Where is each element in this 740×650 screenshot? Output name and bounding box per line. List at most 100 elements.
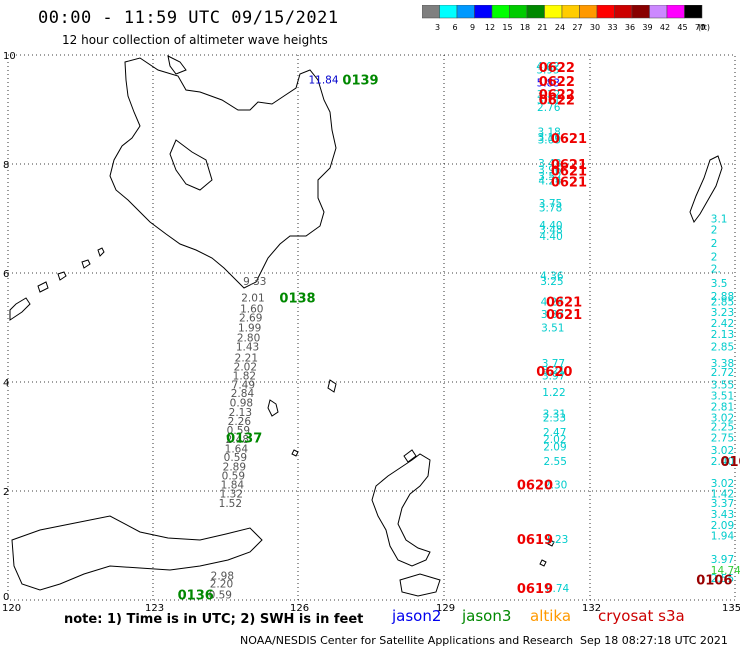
wave-height-value: 2.40 [711,456,734,468]
wave-height-value: 2.48 [226,434,249,446]
lon-tick-120: 120 [2,603,22,614]
wave-height-value: 2.84 [231,388,255,400]
satellite-cryosat: cryosat s3a [598,607,685,625]
lat-tick-2: 2 [3,487,10,498]
wave-height-value: 2. [711,264,721,276]
wave-height-value: 1.22 [542,387,565,399]
lat-tick-0: 0 [3,592,10,603]
colorbar-label: 21 [537,23,547,32]
pass-number-label: 0621 [551,165,587,180]
lon-tick-132: 132 [582,603,602,614]
wave-height-value: 4.02 [536,61,559,73]
wave-height-value: 3.12 [537,89,560,101]
wave-height-value: 2.72 [711,367,734,379]
pass-number-label: 0621 [551,158,587,173]
wave-height-value: 3.78 [539,203,562,215]
wave-height-value: 2.47 [543,427,566,439]
pass-number-label: 0139 [342,74,378,89]
colorbar-label: 30 [590,23,600,32]
colorbar-label: 6 [452,23,457,32]
wave-height-value: 1.82 [233,370,256,382]
wave-height-value: 3.23 [711,307,734,319]
wave-height-value: 3.48 [539,224,562,236]
wave-height-value: 2.75 [711,433,734,445]
palau-coast [689,155,723,224]
colorbar-label: 24 [555,23,565,32]
pass-number-label: 0622 [539,88,575,103]
wave-height-value: 2 [711,238,718,250]
wave-height-value: 3.75 [539,198,562,210]
colorbar-label: 27 [572,23,582,32]
satellite-altika: altika [530,607,572,625]
lat-tick-4: 4 [3,378,10,389]
wave-height-value: 2.42 [711,318,734,330]
wave-height-value: 1.99 [238,323,261,335]
wave-height-value: 4.36 [540,271,564,283]
wave-height-value: 2.85 [711,342,734,354]
colorbar-label: 15 [502,23,512,32]
credit-line: NOAA/NESDIS Center for Satellite Applica… [240,634,574,647]
wave-height-value: 3.1 [711,214,728,226]
pass-number-label: 0621 [546,308,582,323]
wave-height-value: 3.05 [538,134,561,146]
wave-height-value: 2.88 [711,291,734,303]
wave-height-value: 3.96 [538,164,562,176]
wave-height-value: 3.52 [538,171,561,183]
wave-height-value: 2.98 [211,570,234,582]
wave-height-value: 14.74 [711,565,740,577]
wave-height-value: 3.43 [711,509,734,521]
wave-height-value: 2.02 [234,362,257,374]
wave-height-value: 2.80 [237,332,260,344]
wave-height-value: 2.85 [711,296,734,308]
lat-tick-10: 10 [3,51,16,62]
wave-height-value: 0.59 [209,590,232,602]
lat-tick-8: 8 [3,160,10,171]
wave-height-value: 3.18 [537,126,560,138]
pass-number-label: 0136 [178,589,214,604]
wave-height-value: 11.84 [308,75,338,87]
lon-tick-129: 129 [436,603,456,614]
wave-height-value: 2.09 [711,520,734,532]
colorbar-label: 39 [642,23,652,32]
wave-height-value: 1.84 [221,479,245,491]
satellite-jason3: jason3 [462,607,512,625]
colorbar-label: 70 [695,23,705,32]
pass-number-label: 0619 [517,533,553,548]
wave-height-value: 3.51 [711,391,734,403]
wave-height-value: 2.21 [235,352,258,364]
wave-height-value: 0.59 [227,425,250,437]
wave-height-value: 3.37 [541,309,564,321]
wave-height-value: 5.83 [537,77,560,89]
bacan-coast [399,573,441,597]
pass-number-label: 0138 [279,292,315,307]
sangihe-islets [267,379,337,457]
wave-height-value: 2.13 [229,407,252,419]
wave-height-value: 3.77 [542,358,565,370]
wave-height-value: 2.20 [210,579,233,591]
wave-height-value: 2.01 [241,293,264,305]
footer-note: note: 1) Time is in UTC; 2) SWH is in fe… [64,612,364,627]
generated-timestamp: Sep 18 08:27:18 UTC 2021 [580,634,728,647]
lon-tick-135: 135 [722,603,740,614]
wave-height-value: 3.51 [541,323,564,335]
wave-height-value: 1.64 [225,443,249,455]
colorbar-label: 33 [607,23,617,32]
wave-height-value: 1.43 [236,342,259,354]
wave-height-value: 2.69 [239,313,262,325]
wave-height-value: 3.21 [542,365,565,377]
lat-tick-6: 6 [3,269,10,280]
satellite-jason2: jason2 [392,607,442,625]
wave-height-value: 3.95 [536,65,559,77]
pass-number-label: 0620 [536,365,572,380]
wave-height-value: 2 [711,252,718,264]
coastlines [9,55,723,597]
colorbar-label: 12 [485,23,495,32]
wave-height-value: 3.02 [711,445,734,457]
wave-height-value: 2.26 [228,416,252,428]
wave-height-value: 4.40 [539,231,562,243]
wave-height-value: 4.40 [539,220,562,232]
wave-height-value: 3.97 [711,554,734,566]
wave-height-value: 4.24 [541,296,565,308]
pass-number-label: 0106 [696,573,732,588]
